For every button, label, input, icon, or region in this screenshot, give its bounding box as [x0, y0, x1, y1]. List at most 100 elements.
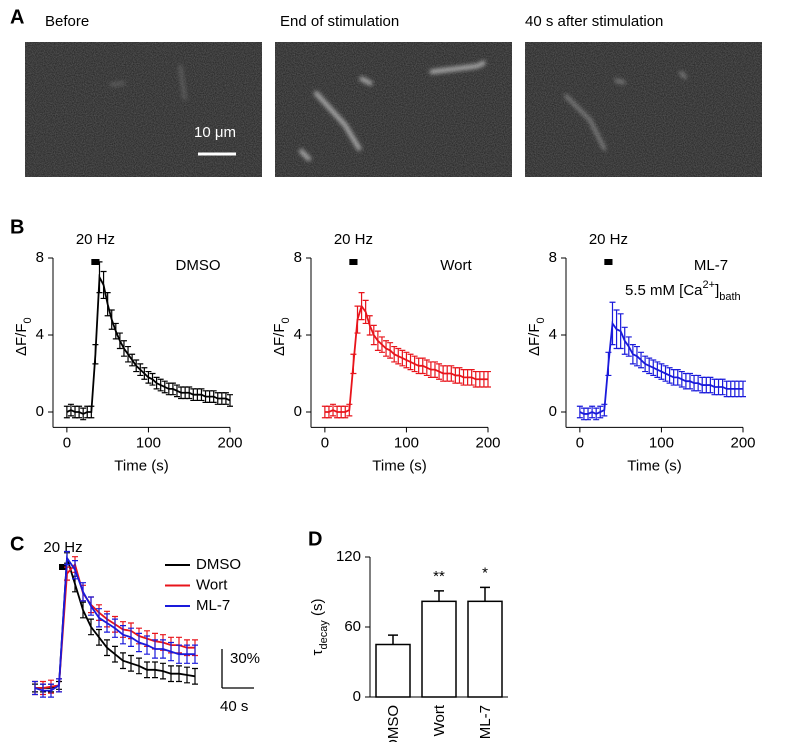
error-bar: [374, 330, 381, 351]
error-bar: [169, 382, 176, 396]
error-bar: [617, 313, 624, 350]
x-axis-title: Time (s): [114, 457, 168, 474]
error-bar: [403, 351, 410, 369]
error-bar: [161, 380, 168, 394]
error-bar: [192, 667, 198, 685]
x-tick-label: 0: [321, 434, 329, 451]
error-bar: [152, 639, 158, 659]
significance: **: [433, 568, 445, 585]
error-bar: [168, 665, 174, 683]
significance: *: [482, 564, 488, 581]
y-axis-title-part: decay: [318, 620, 330, 650]
error-bar: [407, 353, 414, 371]
y-tick-label: 0: [294, 403, 302, 420]
error-bar: [707, 376, 714, 394]
y-axis-title-part: (s): [309, 599, 326, 621]
error-bar: [176, 644, 182, 664]
error-bar: [112, 618, 118, 638]
error-bar: [350, 353, 357, 375]
image-title: Before: [45, 13, 89, 30]
y-tick-label: 4: [294, 326, 302, 343]
error-bar: [658, 363, 665, 380]
x-tick-label: 200: [217, 434, 242, 451]
error-bar: [358, 292, 365, 321]
error-bar: [198, 388, 205, 402]
error-bar: [448, 365, 455, 382]
error-bar: [646, 357, 653, 375]
error-bar: [411, 355, 418, 373]
error-bar: [593, 407, 600, 421]
error-bar: [638, 351, 645, 369]
error-bar: [342, 405, 349, 419]
error-bar: [186, 386, 193, 400]
series-label: DMSO: [176, 257, 221, 274]
error-bar: [436, 363, 443, 380]
error-bar: [330, 403, 337, 417]
error-bar: [370, 324, 377, 346]
error-bar: [609, 301, 616, 346]
annotation-part: 2+: [703, 279, 716, 291]
y-axis-title-part: 0: [535, 317, 547, 323]
error-bar: [480, 586, 490, 602]
error-bar: [192, 644, 198, 664]
error-bar: [100, 270, 107, 300]
error-bar: [80, 407, 87, 421]
y-axis-title-part: 0: [280, 317, 292, 323]
error-bar: [63, 405, 70, 419]
scale-bar-label: 30%: [230, 650, 260, 667]
y-tick-label: 4: [36, 326, 44, 343]
error-bar: [144, 635, 150, 655]
legend-label: DMSO: [196, 556, 241, 573]
error-bar: [621, 326, 628, 355]
error-bar: [160, 662, 166, 680]
error-bar: [419, 357, 426, 375]
error-bar: [129, 353, 136, 367]
x-tick-label: 200: [730, 434, 755, 451]
bar: [467, 600, 503, 698]
stimulus-bar: [604, 259, 613, 265]
x-tick-label: 0: [576, 434, 584, 451]
y-axis-title-part: τ: [309, 649, 326, 655]
panel-letter: B: [10, 216, 24, 238]
error-bar: [108, 309, 115, 330]
image-title: 40 s after stimulation: [525, 13, 663, 30]
error-bar: [160, 639, 166, 659]
error-bar: [395, 347, 402, 365]
bar: [421, 600, 457, 698]
error-bar: [128, 654, 134, 672]
y-axis-title: ΔF/F0: [526, 317, 547, 356]
y-tick-label: 0: [549, 403, 557, 420]
error-bar: [222, 392, 229, 405]
error-bar: [120, 625, 126, 645]
error-bar: [144, 661, 150, 679]
error-bar: [92, 344, 99, 365]
micrograph: [525, 42, 762, 177]
error-bar: [96, 261, 103, 294]
error-bar: [456, 367, 463, 384]
x-tick-label: DMSO: [385, 705, 402, 742]
annotation-part: ]: [715, 282, 719, 299]
error-bar: [362, 299, 369, 325]
image-title: End of stimulation: [280, 13, 399, 30]
error-bar: [80, 582, 86, 602]
x-axis-title: Time (s): [372, 457, 426, 474]
error-bar: [434, 590, 444, 602]
error-bar: [88, 405, 95, 419]
error-bar: [136, 657, 142, 675]
error-bar: [695, 374, 702, 392]
series-label: Wort: [440, 257, 472, 274]
bar: [375, 643, 411, 698]
error-bar: [72, 560, 78, 580]
error-bar: [112, 645, 118, 663]
error-bar: [32, 680, 38, 696]
stimulus-bar: [91, 259, 100, 265]
error-bar: [431, 361, 438, 378]
x-tick-label: 200: [475, 434, 500, 451]
error-bar: [120, 340, 127, 357]
error-bar: [740, 380, 746, 398]
micrograph: 10 μm: [25, 42, 262, 177]
error-bar: [605, 351, 612, 377]
y-tick-label: 8: [549, 249, 557, 266]
y-axis-title: τdecay (s): [309, 599, 330, 656]
error-bar: [719, 378, 726, 396]
